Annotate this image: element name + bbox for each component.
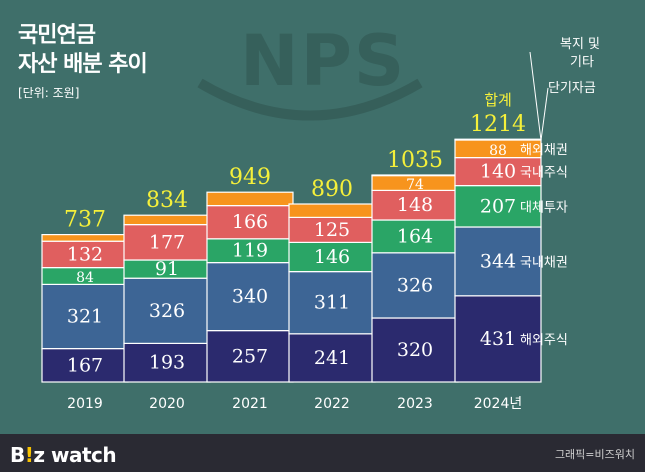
- data-label: 241: [314, 347, 350, 369]
- total-label: 1214: [470, 112, 526, 137]
- unit-label: [단위: 조원]: [18, 86, 80, 100]
- bar-segment: [454, 295, 542, 383]
- bar-segment: [371, 189, 459, 221]
- bar-segment: [123, 224, 211, 261]
- bar-segment: [371, 252, 459, 319]
- data-label: 148: [397, 194, 433, 216]
- bar-segment: [123, 342, 211, 383]
- footer-bar: B!z watch 그래픽=비즈워치: [0, 434, 645, 472]
- x-tick-label: 2019: [67, 396, 103, 412]
- data-label: 311: [314, 292, 350, 314]
- x-tick-label: 2022: [314, 396, 350, 412]
- legend-label: 단기자금: [548, 81, 596, 96]
- bar-segment: [288, 203, 376, 218]
- bar-segment: [371, 174, 459, 177]
- bar-segment: [454, 226, 542, 297]
- bar-segment: [288, 271, 376, 335]
- bar-segment: [41, 348, 129, 383]
- data-label: 140: [480, 161, 516, 183]
- data-label: 344: [480, 250, 516, 272]
- bar-segment: [206, 330, 294, 383]
- x-tick-label: 2023: [397, 396, 433, 412]
- x-tick-label: 2021: [232, 396, 268, 412]
- data-label: 166: [232, 211, 268, 233]
- data-label: 119: [232, 240, 268, 262]
- callout-line: [540, 87, 549, 141]
- total-caption: 합계: [484, 91, 512, 109]
- bar-segment: [454, 138, 542, 141]
- legend-label: 기타: [570, 55, 594, 70]
- data-label: 431: [480, 328, 516, 350]
- graphic-credit: 그래픽=비즈워치: [554, 448, 635, 461]
- data-label: 167: [67, 354, 103, 376]
- total-label: 834: [146, 188, 188, 213]
- callout-line: [529, 51, 542, 141]
- data-label: 257: [232, 345, 268, 367]
- bar-segment: [454, 185, 542, 228]
- x-tick-label: 2020: [149, 396, 185, 412]
- legend-label: 해외채권: [520, 143, 568, 158]
- total-label: 890: [311, 177, 353, 202]
- legend-label: 해외주식: [520, 333, 568, 348]
- nps-watermark-logo: NPS: [240, 20, 407, 102]
- data-label: 91: [155, 258, 179, 280]
- bar-segment: [41, 283, 129, 350]
- bar-segment: [454, 157, 542, 187]
- data-label: 88: [489, 143, 507, 159]
- watermark-arc: [197, 78, 423, 121]
- legend-label: 국내주식: [520, 166, 568, 181]
- bar-segment: [206, 191, 294, 207]
- data-label: 125: [314, 219, 350, 241]
- data-label: 74: [406, 177, 424, 193]
- total-label: 949: [229, 165, 271, 190]
- data-label: 321: [67, 306, 103, 328]
- data-label: 207: [480, 195, 516, 217]
- data-label: 84: [76, 270, 94, 286]
- chart-title-line1: 국민연금: [18, 23, 96, 48]
- chart-title-line2: 자산 배분 추이: [18, 52, 148, 77]
- data-label: 326: [149, 300, 185, 322]
- total-label: 737: [64, 208, 106, 233]
- bar-segment: [41, 240, 129, 269]
- data-label: 177: [149, 231, 185, 253]
- bar-segment: [123, 214, 211, 226]
- data-label: 340: [232, 286, 268, 308]
- data-label: 146: [314, 246, 350, 268]
- data-label: 193: [149, 352, 185, 374]
- bar-segment: [41, 234, 129, 242]
- title-block: 국민연금 자산 배분 추이 [단위: 조원]: [18, 22, 148, 101]
- bizwatch-logo: B!z watch: [10, 443, 117, 467]
- legend-label: 복지 및: [560, 37, 600, 52]
- bar-segment: [206, 262, 294, 332]
- data-label: 326: [397, 274, 433, 296]
- data-label: 320: [397, 339, 433, 361]
- total-label: 1035: [387, 148, 443, 173]
- data-label: 164: [397, 225, 433, 247]
- legend-label: 대체투자: [520, 200, 568, 215]
- x-tick-label: 2024년: [474, 396, 523, 412]
- legend-label: 국내채권: [520, 255, 568, 270]
- data-label: 132: [67, 243, 103, 265]
